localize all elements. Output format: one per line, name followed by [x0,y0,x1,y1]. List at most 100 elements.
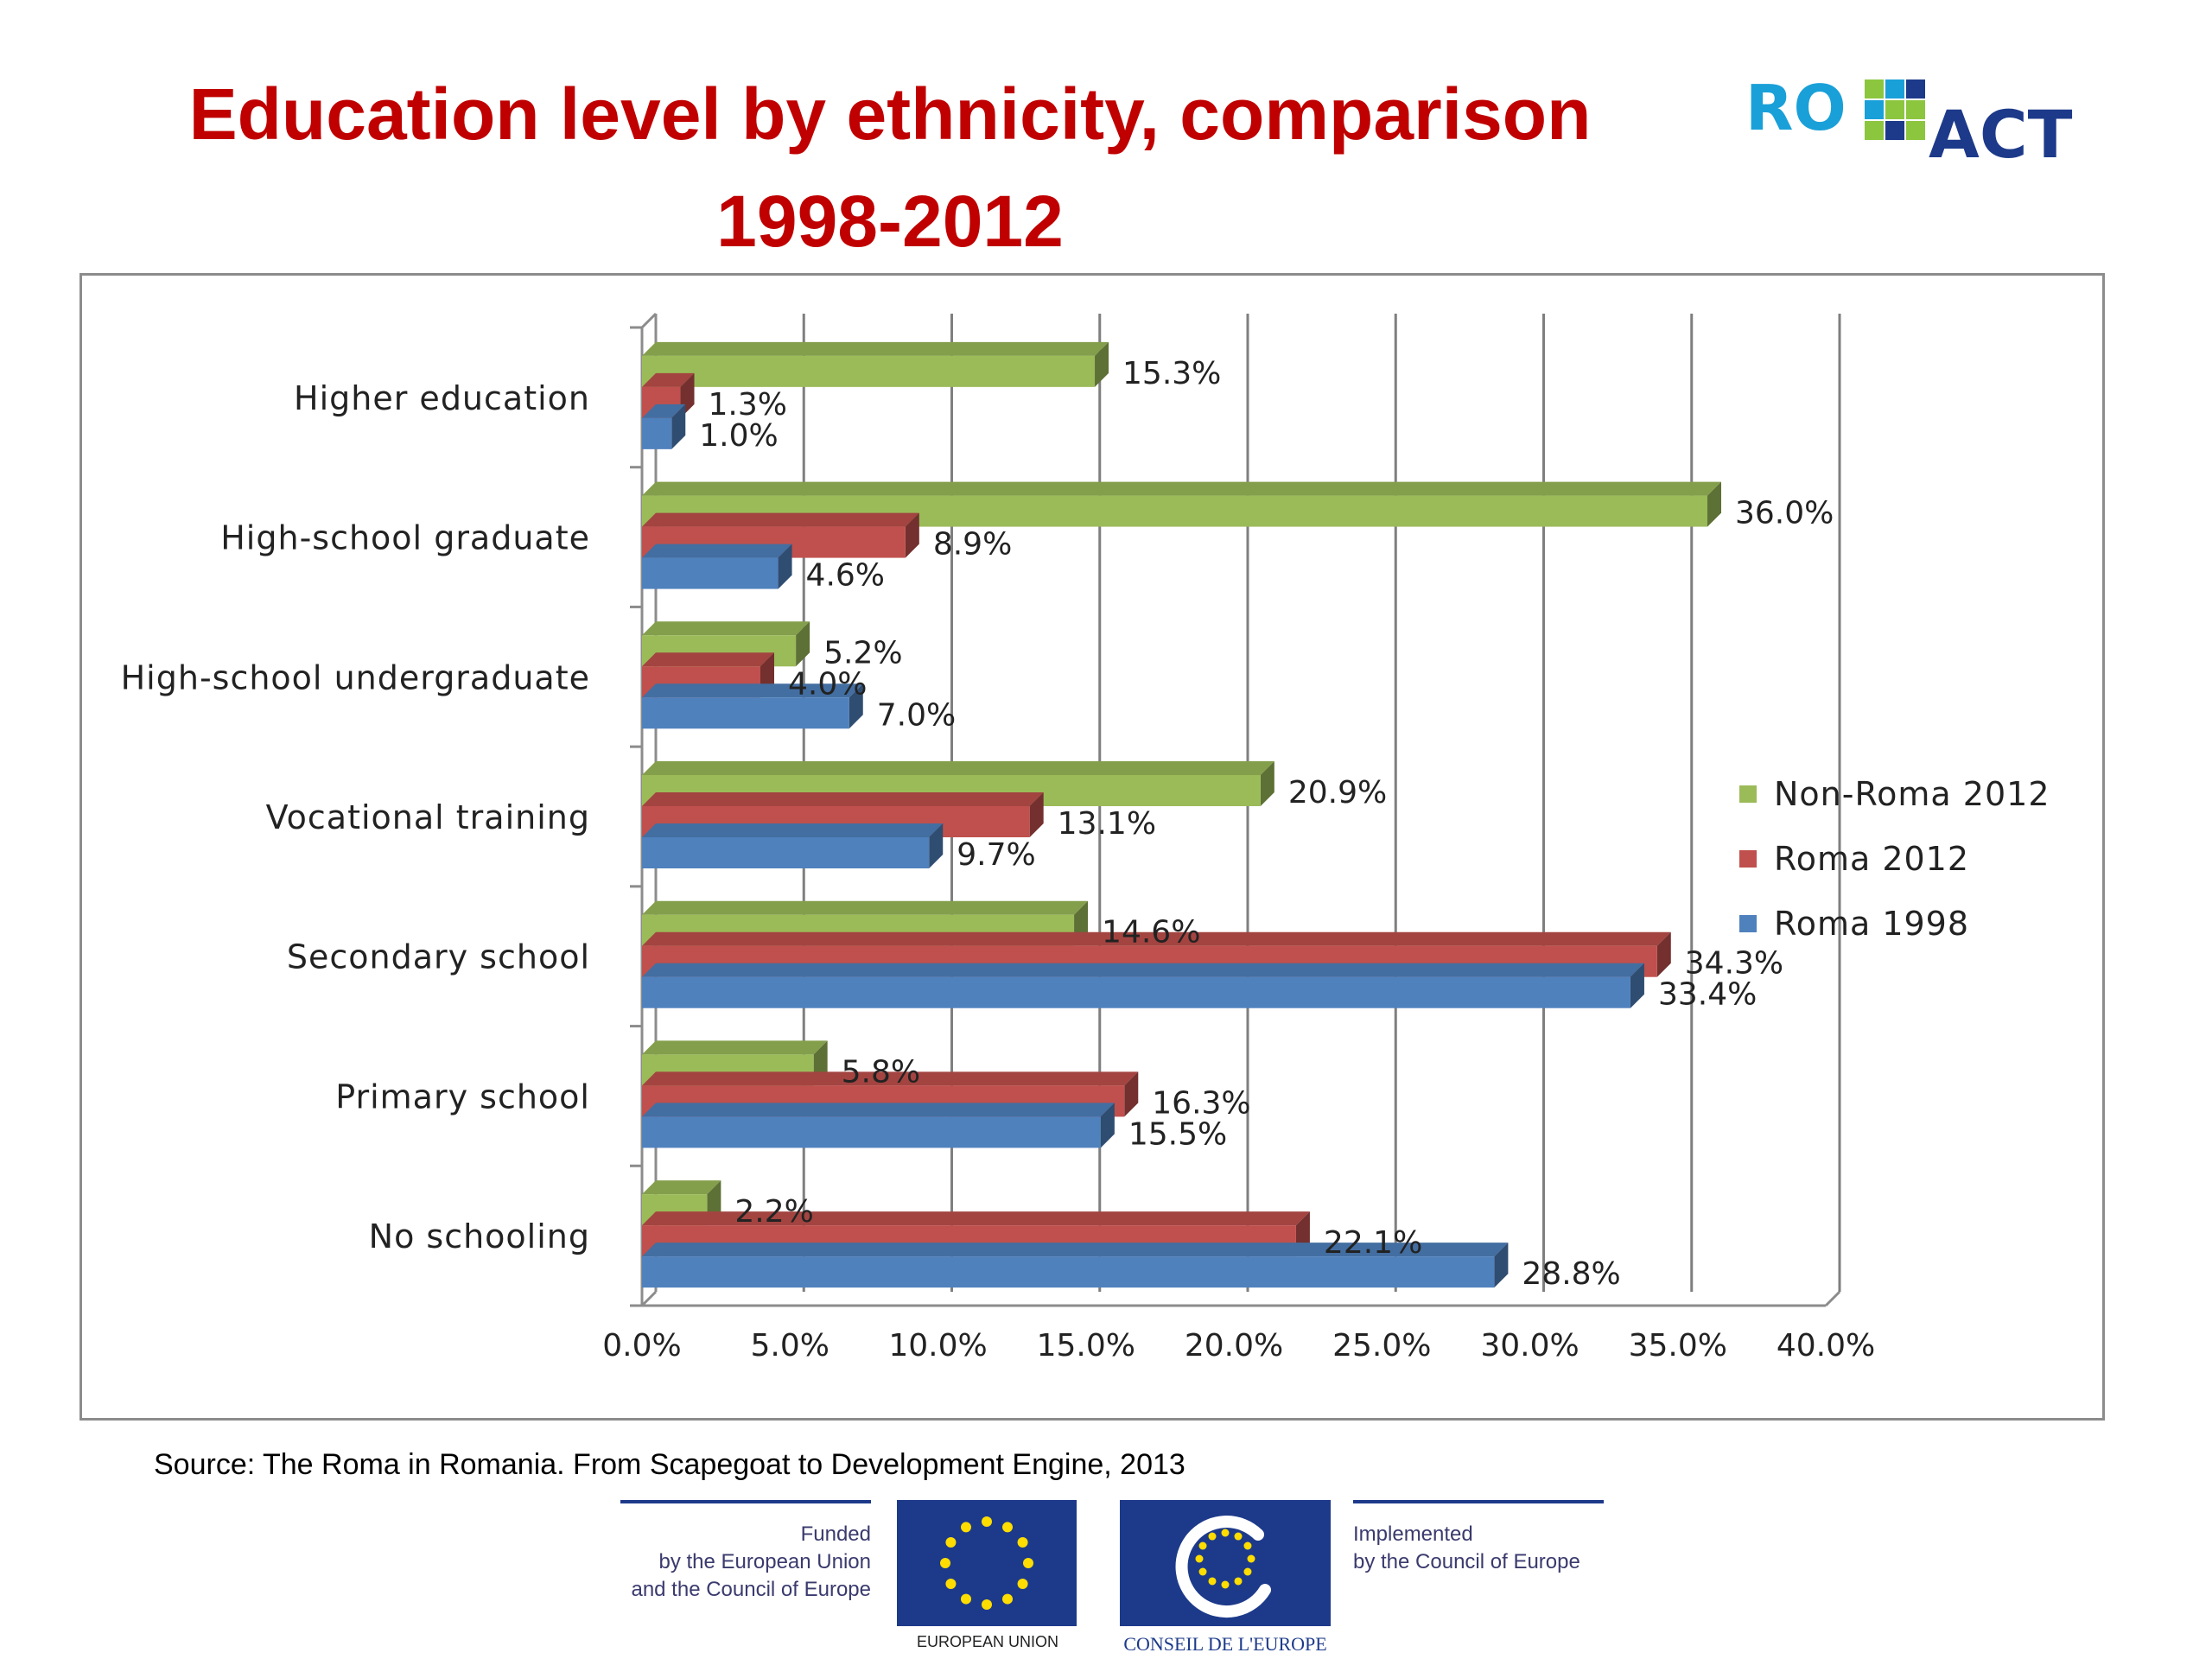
bar-roma-1998 [642,683,863,729]
bar-top-face [642,1243,1509,1257]
axis-depth-line [640,1290,658,1307]
bars [642,341,1721,1288]
bar-top-face [642,683,863,698]
data-label: 4.0% [788,666,867,702]
romact-logo-text-left: RO [1745,72,1847,144]
bar-front-face [642,1116,1101,1148]
funded-line: Funded [800,1522,871,1546]
x-tick-label: 25.0% [1332,1328,1431,1363]
data-label: 33.4% [1658,977,1757,1013]
bar-top-face [642,1211,1310,1226]
bar-top-face [642,404,686,418]
bar-end-face [1100,1103,1115,1148]
implemented-line: by the Council of Europe [1353,1550,1580,1573]
bar-end-face [778,543,792,589]
bar-end-face [1656,931,1671,977]
eu-flag-icon [897,1500,1077,1626]
eu-star [982,1599,992,1610]
bar-end-face [1029,792,1044,837]
bar-end-face [1260,761,1274,806]
bar-end-face [1494,1243,1509,1288]
coe-star [1208,1532,1217,1541]
eu-star [1023,1558,1033,1568]
eu-star [961,1522,971,1533]
x-tick-label: 40.0% [1777,1328,1875,1363]
bar-top-face [642,823,944,837]
chart-area: 0.0% 5.0% 10.0% 15.0% 20.0% 25.0% 30.0% 35.0% 40… [79,273,2105,1421]
coe-star [1198,1541,1207,1550]
bar-roma-1998 [642,404,686,449]
bar-non-roma-2012 [642,761,1274,806]
bar-top-face [642,931,1671,946]
bar-top-face [642,481,1721,496]
y-category-label: Primary school [335,1077,590,1116]
data-label: 5.2% [823,635,902,671]
bar-roma-1998 [642,963,1644,1008]
coe-star [1195,1554,1204,1563]
implemented-text: Implemented by the Council of Europe [1353,1521,1612,1576]
legend-label: Roma 1998 [1774,904,1970,943]
bar-top-face [642,761,1274,775]
bar-front-face [642,417,672,449]
y-category-label: Higher education [294,379,590,417]
bar-top-face [642,372,695,387]
bar-roma-1998 [642,543,792,589]
bar-roma-1998 [642,1243,1509,1288]
coe-star [1247,1554,1255,1563]
data-label: 1.3% [709,387,787,423]
x-tick-label: 35.0% [1629,1328,1727,1363]
y-category-labels: Higher education High-school graduate High… [121,379,590,1255]
bar-top-face [642,1040,828,1055]
eu-star [1002,1522,1013,1533]
data-label: 13.1% [1058,806,1156,842]
data-label: 36.0% [1735,496,1834,531]
data-label: 8.9% [933,527,1012,563]
axis-depth-line [640,312,658,329]
coe-label: CONSEIL DE L'EUROPE [1123,1633,1327,1655]
chart-title: Education level by ethnicity, comparison… [104,60,1676,275]
bar-end-face [1707,481,1721,527]
y-category-label: High-school undergraduate [121,658,590,696]
romact-logo: RO ACT [1745,72,2073,173]
data-label: 14.6% [1102,915,1200,950]
footer-logos: Funded by the European Union and the Cou… [620,1495,1605,1659]
data-label: 9.7% [957,837,1035,873]
bar-top-face [642,1103,1115,1117]
y-category-label: No schooling [369,1217,590,1255]
bar-non-roma-2012 [642,341,1109,387]
bar-end-face [671,404,686,449]
legend-label: Non-Roma 2012 [1774,774,2050,813]
eu-star [945,1579,957,1589]
y-category-label: High-school graduate [220,519,590,557]
eu-star [1017,1579,1028,1589]
data-label: 15.5% [1128,1116,1227,1152]
bar-end-face [1630,963,1644,1008]
bar-chart: 0.0% 5.0% 10.0% 15.0% 20.0% 25.0% 30.0% 35.0% 40… [121,312,1875,1363]
data-label: 4.6% [806,558,885,594]
bar-top-face [642,652,774,667]
council-of-europe-logo-icon [1120,1500,1331,1626]
bar-end-face [849,683,863,729]
coe-star [1198,1567,1207,1576]
divider-line [620,1500,871,1503]
eu-star [940,1558,950,1568]
data-label: 22.1% [1324,1225,1422,1261]
bar-front-face [642,837,930,868]
legend-label: Roma 2012 [1774,839,1970,878]
bar-top-face [642,963,1644,977]
romact-logo-text-right: ACT [1929,96,2073,173]
y-category-label: Vocational training [266,798,590,836]
bar-end-face [929,823,944,868]
legend-item-roma-2012: Roma 2012 [1739,826,2050,891]
chart-title-line-2: 1998-2012 [716,181,1064,262]
x-tick-labels: 0.0% 5.0% 10.0% 15.0% 20.0% 25.0% 30.0% 35.0% 40… [602,1328,1875,1363]
bar-top-face [642,543,792,558]
bar-top-face [642,341,1109,356]
data-label: 5.8% [842,1054,920,1090]
data-label: 1.0% [699,418,778,454]
coe-star [1208,1577,1217,1586]
legend-swatch [1739,914,1757,932]
coe-star [1243,1541,1252,1550]
bar-front-face [642,355,1096,387]
eu-star [945,1537,957,1548]
